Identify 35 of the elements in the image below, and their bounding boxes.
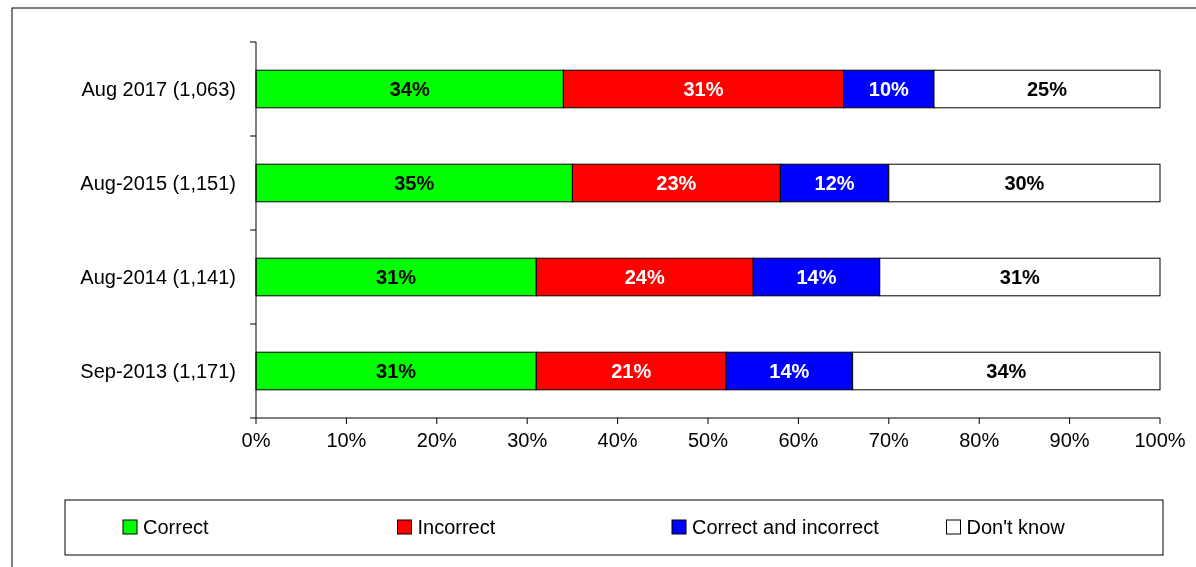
legend-label: Correct (143, 516, 210, 538)
data-label: 30% (1004, 172, 1045, 194)
data-label: 14% (769, 360, 810, 382)
x-tick-label: 60% (778, 429, 819, 451)
data-label: 25% (1026, 78, 1068, 100)
data-label: 12% (814, 172, 855, 194)
x-tick-label: 90% (1049, 429, 1090, 451)
x-tick-label: 50% (687, 429, 729, 451)
legend-label: Correct and incorrect (692, 516, 880, 538)
legend-label: Incorrect (417, 516, 496, 538)
y-tick-label: Sep-2013 (1,171) (80, 360, 236, 382)
x-tick-label: 100% (1134, 429, 1186, 451)
data-label: 23% (656, 172, 697, 194)
data-label: 31% (999, 266, 1041, 288)
x-tick-label: 20% (416, 429, 458, 451)
data-label: 31% (376, 266, 417, 288)
data-label: 31% (376, 360, 417, 382)
data-label: 24% (624, 266, 665, 288)
data-label: 31% (683, 78, 724, 100)
x-tick-label: 0% (241, 429, 271, 451)
data-label: 34% (389, 78, 430, 100)
x-tick-label: 70% (868, 429, 910, 451)
data-label: 10% (868, 78, 910, 100)
data-label: 35% (394, 172, 435, 194)
data-label: 21% (611, 360, 652, 382)
x-tick-label: 40% (597, 429, 638, 451)
data-label: 34% (986, 360, 1027, 382)
x-tick-label: 10% (326, 429, 367, 451)
legend-label: Don't know (966, 516, 1066, 538)
y-tick-label: Aug 2017 (1,063) (81, 78, 236, 100)
y-tick-label: Aug-2014 (1,141) (80, 266, 236, 288)
x-tick-label: 80% (959, 429, 1000, 451)
data-label: 14% (796, 266, 837, 288)
y-tick-label: Aug-2015 (1,151) (80, 172, 236, 194)
x-tick-label: 30% (507, 429, 548, 451)
